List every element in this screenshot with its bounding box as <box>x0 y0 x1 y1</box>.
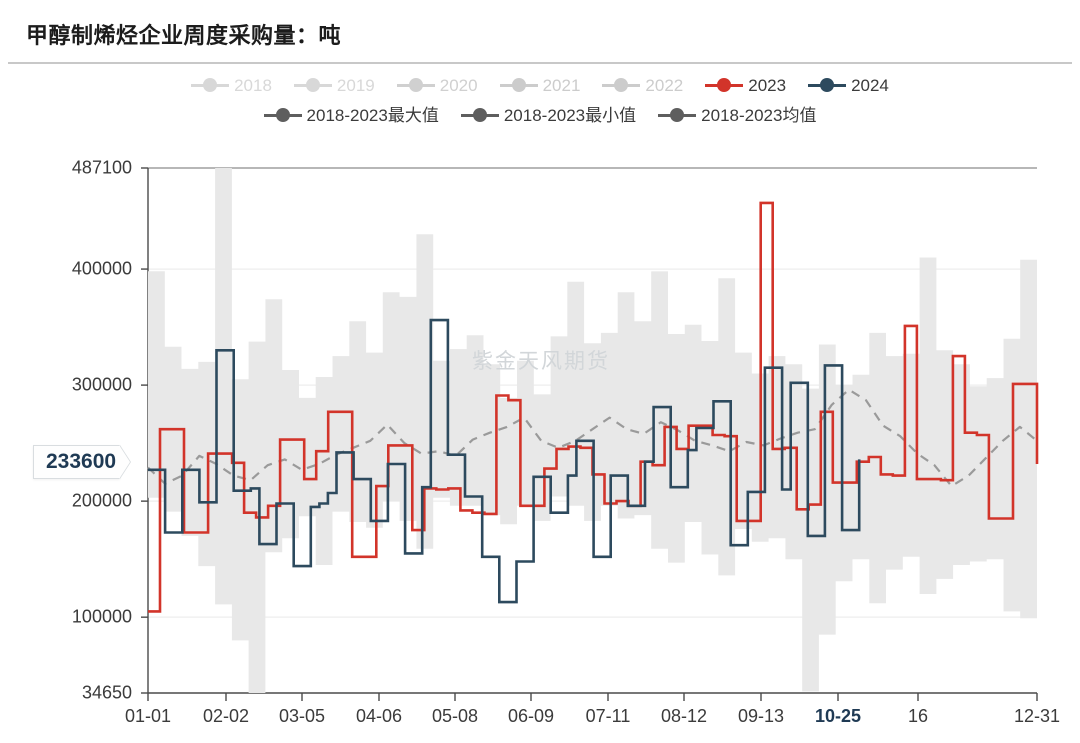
legend-label: 2019 <box>336 75 375 95</box>
x-tick-label: 12-31 <box>1013 706 1061 726</box>
legend-item-2018-2023最小值[interactable]: 2018-2023最小值 <box>460 105 637 125</box>
watermark: 紫金天风期货 <box>472 350 610 373</box>
legend-item-2018-2023最大值[interactable]: 2018-2023最大值 <box>263 105 439 125</box>
x-tick-label: 10-25 <box>814 706 862 726</box>
legend-marker-icon <box>460 107 499 123</box>
x-tick-label: 09-13 <box>737 706 785 726</box>
legend-row-years: 2018 2019 2020 2021 2022 2023 2024 <box>0 70 1080 100</box>
x-tick-label: 02-02 <box>202 706 250 726</box>
legend-label: 2021 <box>542 75 581 95</box>
chart-svg <box>141 167 1039 701</box>
y-tick-label: 400000 <box>71 258 132 279</box>
legend-label: 2018-2023最小值 <box>503 105 637 125</box>
x-tick-label: 04-06 <box>355 706 403 726</box>
legend-marker-icon <box>263 107 302 123</box>
legend-marker-icon <box>658 107 697 123</box>
x-tick-label: 03-05 <box>278 706 326 726</box>
legend-label: 2018 <box>234 75 272 95</box>
y-tick-label: 200000 <box>71 490 132 511</box>
legend-label: 2018-2023最大值 <box>306 105 439 125</box>
x-axis: 01-01 02-02 03-05 04-06 05-08 06-09 07-11 08-12… <box>0 706 1080 738</box>
legend-marker-icon <box>396 77 435 93</box>
y-axis: 34650 100000 200000 300000 400000 487100 <box>0 150 132 710</box>
legend-marker-icon <box>808 77 847 93</box>
legend-row-stats: 2018-2023最大值 2018-2023最小值 2018-2023均值 <box>0 100 1080 130</box>
legend-item-2021[interactable]: 2021 <box>499 75 581 95</box>
x-tick-label: 06-09 <box>507 706 555 726</box>
legend-label: 2020 <box>439 75 478 95</box>
current-value-text: 233600 <box>46 450 117 474</box>
legend-marker-icon <box>602 77 641 93</box>
legend-item-2019[interactable]: 2019 <box>293 75 375 95</box>
legend-item-2018[interactable]: 2018 <box>191 77 272 94</box>
title-divider <box>8 62 1072 64</box>
legend-label: 2022 <box>645 75 684 95</box>
series-line-mean <box>147 388 1038 488</box>
badge-pointer <box>119 445 131 480</box>
x-tick-label: 05-08 <box>431 706 479 726</box>
legend-marker-icon <box>705 77 744 93</box>
legend-label: 2018-2023均值 <box>701 105 817 125</box>
x-tick-label: 08-12 <box>660 706 708 726</box>
legend-label: 2024 <box>851 75 889 95</box>
legend-item-2018-2023均值[interactable]: 2018-2023均值 <box>658 107 816 124</box>
legend-marker-icon <box>293 77 332 93</box>
page-title: 甲醇制烯烃企业周度采购量：吨 <box>26 23 342 48</box>
y-tick-label: 487100 <box>71 157 132 178</box>
x-tick-label: 01-01 <box>124 706 172 726</box>
y-tick-label: 34650 <box>81 682 132 703</box>
legend-marker-icon <box>191 77 230 93</box>
x-tick-label: 16 <box>907 706 929 726</box>
legend-item-2020[interactable]: 2020 <box>396 75 478 95</box>
legend-marker-icon <box>499 77 538 93</box>
series-line-2023 <box>148 201 1039 613</box>
y-tick-label: 100000 <box>71 606 132 627</box>
y-tick-label: 300000 <box>71 374 132 395</box>
legend-item-2023[interactable]: 2023 <box>705 77 786 94</box>
legend-item-2022[interactable]: 2022 <box>602 77 683 94</box>
plot-area <box>0 150 1080 710</box>
x-tick-label: 07-11 <box>585 706 631 726</box>
series-line-2024 <box>148 318 861 604</box>
current-value-badge: 233600 <box>33 445 131 480</box>
legend-label: 2023 <box>748 75 787 95</box>
legend-item-2024[interactable]: 2024 <box>808 77 889 94</box>
chart-legend: 2018 2019 2020 2021 2022 2023 2024 2018-2023最大… <box>0 70 1080 130</box>
